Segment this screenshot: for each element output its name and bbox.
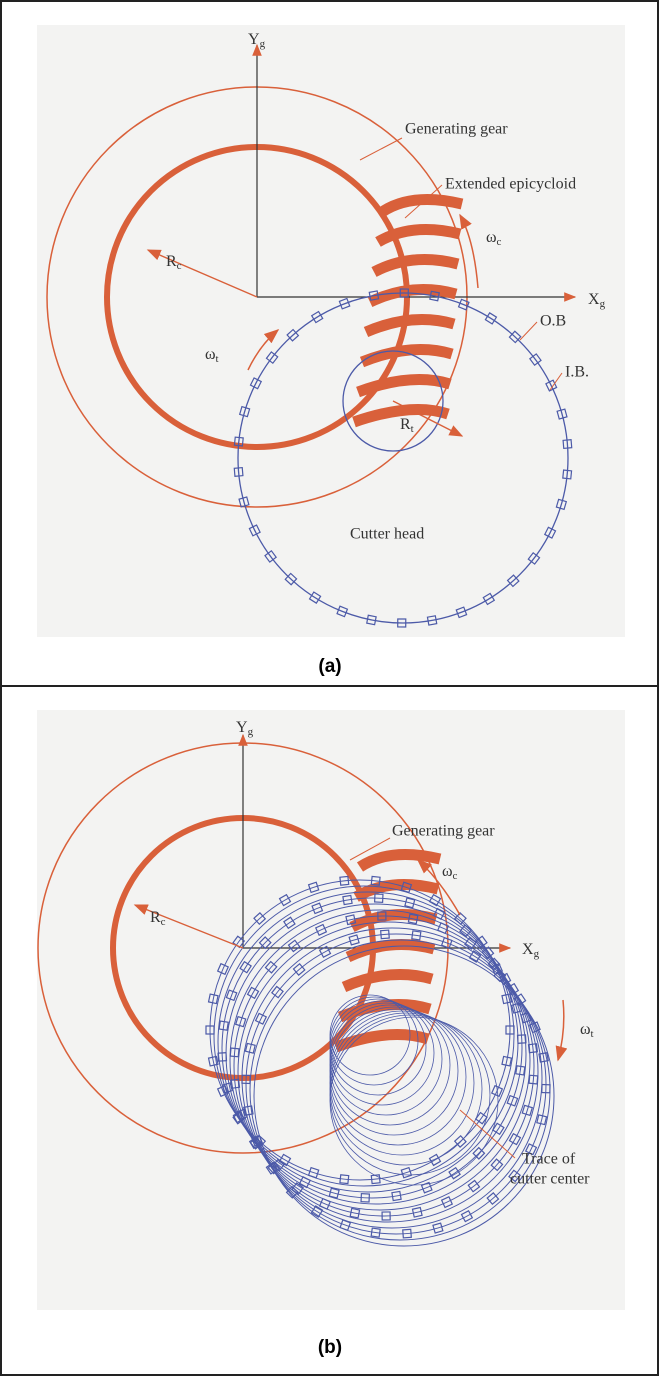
rc-label-main: R [166,253,177,270]
omega-c-label-sub: c [453,870,458,882]
rc-label-sub: c [161,916,166,928]
caption: (a) [318,656,341,677]
y-axis-label-sub: g [260,38,266,50]
omega-c-label-sub: c [497,236,502,248]
omega-t-label-main: ω [205,346,216,363]
omega-c-label-main: ω [442,863,453,880]
omega-t-label-main: ω [580,1021,591,1038]
gear-label: Generating gear [405,121,508,138]
y-axis-label-main: Y [248,31,260,48]
panel-a-bg [37,25,625,637]
trace-label: cutter center [510,1171,590,1188]
x-axis-label-sub: g [534,948,540,960]
rc-label-sub: c [177,260,182,272]
x-axis-label-sub: g [600,298,606,310]
caption: (b) [318,1337,342,1358]
ob-label: O.B [540,313,566,330]
cutter-head-label: Cutter head [350,526,424,543]
figure: YgXgGenerating gearExtended epicycloidRc… [0,0,659,1376]
gear-label: Generating gear [392,823,495,840]
y-axis-label-sub: g [248,726,254,738]
rt-label-main: R [400,416,411,433]
x-axis-label-main: X [522,941,534,958]
ib-label: I.B. [565,364,589,381]
omega-t-label-sub: t [216,353,219,365]
omega-t-label-sub: t [591,1028,594,1040]
rt-label-sub: t [411,423,414,435]
panel-b-bg [37,710,625,1310]
epicycloid-label: Extended epicycloid [445,176,576,193]
trace-label: Trace of [522,1151,576,1168]
y-axis-label-main: Y [236,719,248,736]
x-axis-label-main: X [588,291,600,308]
rc-label-main: R [150,909,161,926]
omega-c-label-main: ω [486,229,497,246]
